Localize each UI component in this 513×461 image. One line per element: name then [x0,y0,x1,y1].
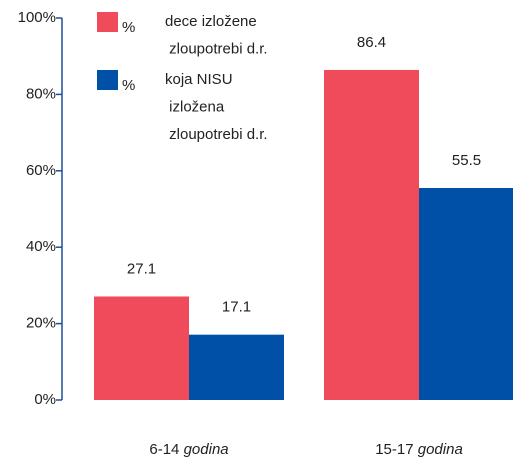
data-label: 55.5 [452,152,481,169]
y-tick-label: 20% [26,315,56,332]
legend-unit: % [122,19,135,36]
bar [189,334,284,400]
y-tick-label: 80% [26,85,56,102]
x-tick-label: 6-14 godina [149,441,228,458]
legend-swatch [97,70,118,90]
bar [419,187,513,400]
y-tick-label: 100% [18,9,56,26]
data-label: 17.1 [222,299,251,316]
legend-label: dece izložene zloupotrebi d.r. [165,13,268,58]
legend-label: koja NISU izložena zloupotrebi d.r. [165,71,268,143]
bar [324,69,419,401]
y-tick-label: 40% [26,238,56,255]
legend-swatch [97,12,118,32]
data-label: 27.1 [127,260,156,277]
x-tick-label: 15-17 godina [375,441,463,458]
y-tick-label: 0% [34,391,56,408]
y-tick-label: 60% [26,162,56,179]
data-label: 86.4 [357,34,386,51]
bar [94,296,189,400]
legend-unit: % [122,77,135,94]
